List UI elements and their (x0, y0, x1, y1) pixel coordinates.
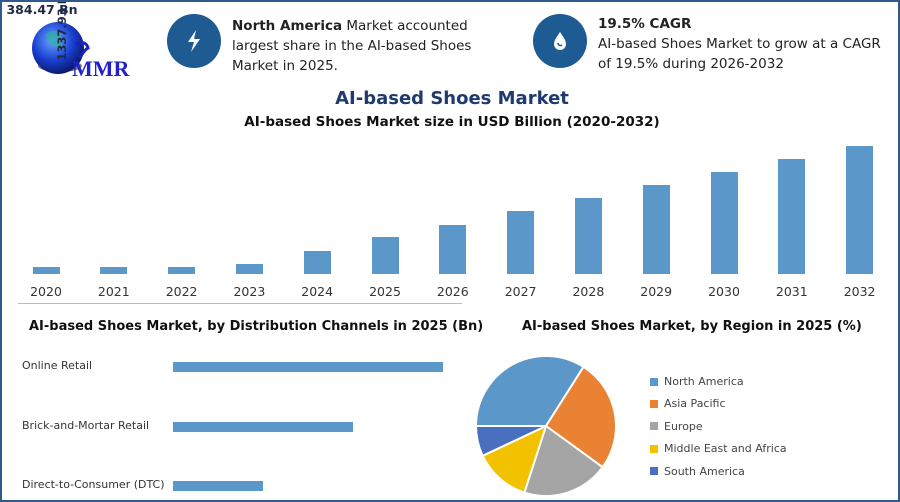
bar-2025 (371, 237, 399, 274)
year-label: 2029 (640, 284, 673, 299)
bar-2020 (32, 267, 60, 274)
channel-label: Brick-and-Mortar Retail (22, 419, 150, 432)
legend-label: North America (664, 375, 744, 388)
year-label: 2032 (843, 284, 876, 299)
bar-chart-title: AI-based Shoes Market size in USD Billio… (244, 114, 660, 130)
year-label: 2026 (436, 284, 469, 299)
pie-slice-middle-east-and-africa (481, 424, 548, 494)
legend-item: Europe (650, 420, 703, 433)
legend-swatch (650, 399, 658, 408)
highlight-icon-circle (167, 14, 221, 68)
legend-swatch (650, 377, 658, 386)
bar-2026 (439, 224, 467, 274)
logo-text: MMR (72, 56, 130, 81)
year-label: 2030 (708, 284, 740, 299)
region-pie-chart (474, 355, 617, 497)
lightning-icon (188, 30, 200, 52)
year-label: 2025 (369, 284, 401, 299)
year-label: 2022 (165, 284, 198, 299)
bar-2027 (507, 211, 535, 274)
channel-bar (173, 362, 443, 372)
bar-2024 (303, 250, 331, 274)
bar-2030 (710, 171, 738, 274)
year-label: 2031 (775, 284, 808, 299)
mmr-logo: MMR (20, 16, 140, 81)
year-label: 2021 (97, 284, 130, 299)
legend-swatch (650, 444, 658, 453)
legend-item: Asia Pacific (650, 397, 726, 410)
channel-label: Online Retail (22, 359, 93, 372)
year-label: 2020 (30, 284, 62, 299)
bar-2031 (778, 158, 806, 274)
divider (18, 303, 462, 304)
data-label: 384.47 Bn (6, 2, 78, 17)
water-drop-icon (554, 32, 566, 50)
legend-label: South America (664, 464, 745, 478)
highlight-icon-circle (533, 14, 587, 68)
year-label: 2028 (572, 284, 605, 299)
bar-2023 (235, 264, 263, 274)
bar-2022 (168, 267, 196, 274)
legend-item: Middle East and Africa (650, 442, 787, 455)
legend-label: Europe (664, 419, 703, 433)
distribution-chart-title: AI-based Shoes Market, by Distribution C… (29, 319, 484, 334)
highlight-bold: North America (232, 18, 343, 34)
legend-swatch (650, 467, 658, 476)
pie-slice-south-america (474, 425, 547, 458)
data-label: 1337.93 Bn (55, 0, 69, 61)
channel-bar (173, 481, 263, 491)
year-label: 2023 (233, 284, 266, 299)
pie-slice-asia-pacific (544, 365, 617, 469)
pie-slice-europe (523, 424, 605, 497)
bar-2028 (574, 198, 602, 274)
legend-item: North America (650, 375, 744, 388)
highlight-cagr: 19.5% CAGR AI-based Shoes Market to grow… (598, 14, 888, 74)
bar-2021 (100, 267, 128, 274)
legend-label: Asia Pacific (664, 397, 726, 411)
legend-swatch (650, 422, 658, 431)
highlight-bold: 19.5% CAGR (598, 16, 692, 32)
channel-label: Direct-to-Consumer (DTC) (22, 478, 165, 491)
year-label: 2027 (504, 284, 537, 299)
bar-2032 (846, 146, 874, 274)
region-chart-title: AI-based Shoes Market, by Region in 2025… (522, 319, 862, 334)
legend-label: Middle East and Africa (664, 442, 787, 456)
highlight-text: AI-based Shoes Market to grow at a CAGR … (598, 36, 881, 72)
legend-item: South America (650, 465, 745, 478)
bar-2029 (642, 185, 670, 274)
channel-bar (173, 422, 354, 432)
year-label: 2024 (301, 284, 334, 299)
highlight-north-america: North America Market accounted largest s… (232, 16, 512, 76)
main-title: AI-based Shoes Market (335, 88, 569, 109)
highlight-text: Market accounted largest share in the AI… (232, 18, 472, 74)
